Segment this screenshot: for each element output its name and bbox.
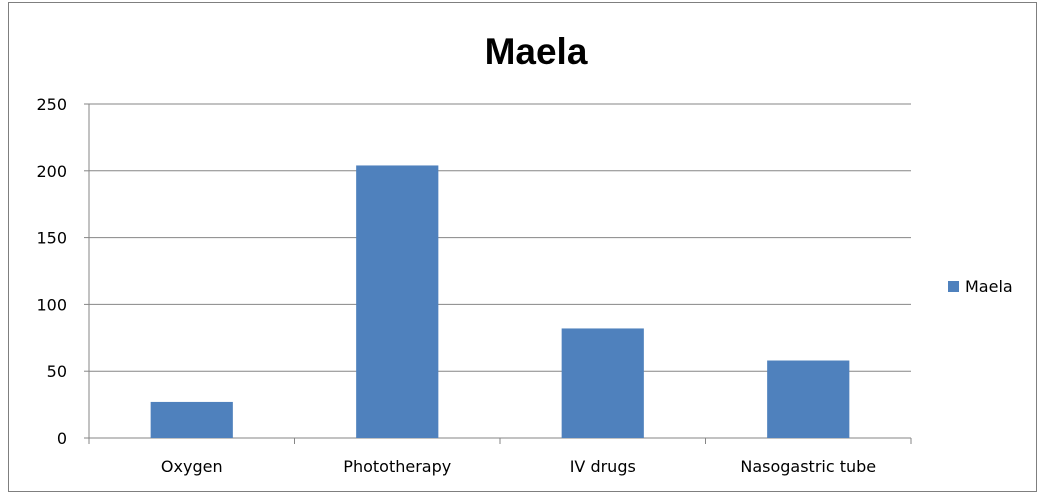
chart-title: Maela [485,31,588,72]
bar-nasogastric-tube [767,360,850,438]
x-tick-label: Nasogastric tube [740,457,876,476]
x-tick-label: IV drugs [570,457,636,476]
legend: Maela [948,277,1013,296]
x-tick-labels: Oxygen Phototherapy IV drugs Nasogastric tu… [161,457,876,476]
grid-lines [89,103,911,372]
x-tick-label: Oxygen [161,457,223,476]
legend-swatch [948,281,959,292]
bar-oxygen [150,401,233,438]
bar-phototherapy [356,165,439,438]
y-tick-label: 100 [36,295,67,314]
y-tick-label: 150 [36,229,67,248]
y-tick-label: 200 [36,162,67,181]
bars [150,165,850,438]
bar-iv-drugs [561,328,644,438]
x-tick-label: Phototherapy [343,457,451,476]
y-tick-label: 0 [57,429,67,448]
y-tick-label: 50 [47,362,67,381]
legend-label: Maela [965,277,1013,296]
y-tick-label: 250 [36,95,67,114]
y-tick-labels: 0 50 100 150 200 250 [36,95,67,448]
